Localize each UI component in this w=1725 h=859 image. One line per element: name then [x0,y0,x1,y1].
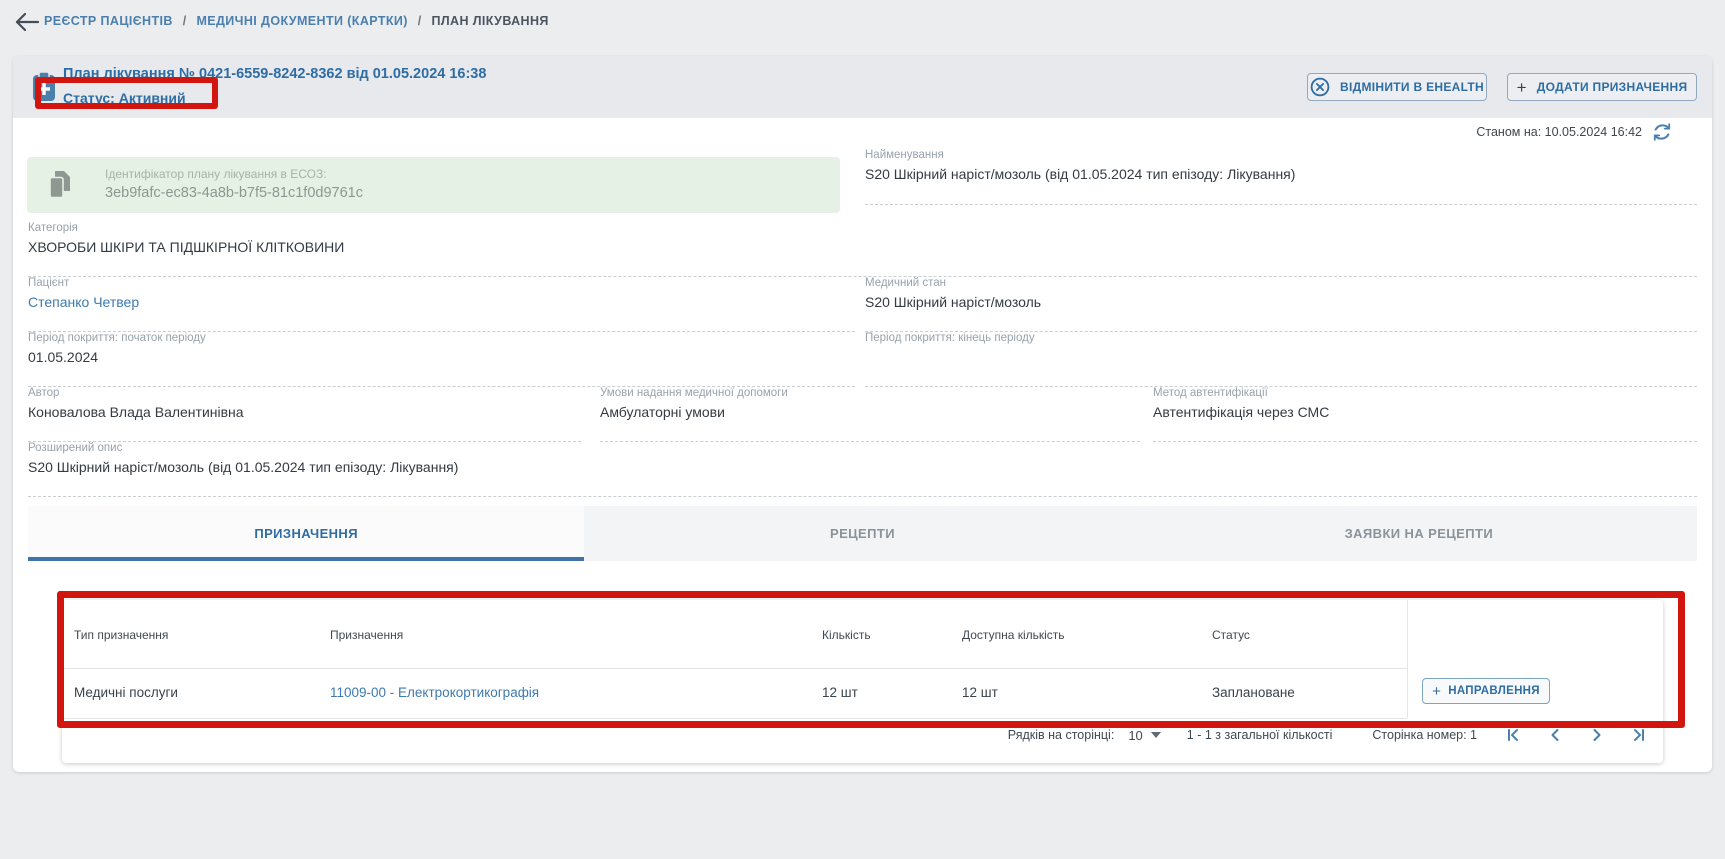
ecoz-identifier-label: Ідентифікатор плану лікування в ЕСОЗ: [105,167,327,181]
field-extended-description-label: Розширений опис [28,442,123,454]
header-divider [62,668,1407,669]
field-period-end: Період покриття: кінець періоду [865,332,1697,387]
field-category: Категорія ХВОРОБИ ШКІРИ ТА ПІДШКІРНОЇ КЛ… [28,222,1697,277]
field-name-value: S20 Шкірний наріст/мозоль (від 01.05.202… [865,166,1296,182]
field-extended-description-value: S20 Шкірний наріст/мозоль (від 01.05.202… [28,459,459,475]
field-care-conditions-value: Амбулаторні умови [600,404,725,420]
treatment-plan-card: План лікування № 0421-6559-8242-8362 від… [13,56,1712,772]
cell-available-quantity: 12 шт [962,685,998,700]
cell-assignment-link[interactable]: 11009-00 - Електрокортикографія [330,685,540,700]
refresh-button[interactable] [1652,122,1672,142]
plan-status: Статус: Активний [63,90,186,106]
field-period-start: Період покриття: початок періоду 01.05.2… [28,332,855,387]
column-header-type: Тип призначення [74,628,169,642]
cell-status: Заплановане [1212,685,1295,700]
field-name-label: Найменування [865,149,944,161]
field-period-end-label: Період покриття: кінець періоду [865,332,1035,344]
ecoz-identifier-value: 3eb9fafc-ec83-4a8b-b7f5-81c1f0d9761c [105,185,363,201]
cell-quantity: 12 шт [822,685,858,700]
caret-down-icon [1150,732,1161,738]
field-category-label: Категорія [28,222,78,234]
add-assignment-button[interactable]: + ДОДАТИ ПРИЗНАЧЕННЯ [1507,73,1697,101]
column-header-available: Доступна кількість [962,628,1065,642]
field-extended-description: Розширений опис S20 Шкірний наріст/мозол… [28,442,1697,497]
row-divider [62,718,1407,719]
field-category-value: ХВОРОБИ ШКІРИ ТА ПІДШКІРНОЇ КЛІТКОВИНИ [28,239,345,255]
next-page-button[interactable] [1589,727,1605,743]
first-page-button[interactable] [1505,727,1521,743]
as-of-label: Станом на: [1476,125,1542,139]
card-header: План лікування № 0421-6559-8242-8362 від… [13,56,1712,118]
column-header-quantity: Кількість [822,628,871,642]
field-auth-method: Метод автентифікації Автентифікація чере… [1153,387,1697,442]
field-patient-label: Пацієнт [28,277,70,289]
field-name: Найменування S20 Шкірний наріст/мозоль (… [865,149,1697,205]
breadcrumb-current-treatment-plan: ПЛАН ЛІКУВАННЯ [431,14,549,28]
clipboard-medical-icon [33,72,55,101]
circle-x-icon [1310,77,1330,97]
copy-icon[interactable] [49,171,70,198]
breadcrumb-separator: / [417,14,422,28]
field-auth-method-value: Автентифікація через СМС [1153,404,1330,420]
tab-assignments[interactable]: ПРИЗНАЧЕННЯ [28,506,585,561]
rows-per-page-value: 10 [1128,727,1143,743]
rows-per-page-label: Рядків на сторінці: [1007,728,1115,742]
breadcrumb-bar: РЕЄСТР ПАЦІЄНТІВ / МЕДИЧНІ ДОКУМЕНТИ (КА… [0,0,1725,44]
patient-link[interactable]: Степанко Четвер [28,294,140,310]
field-medical-state-label: Медичний стан [865,277,947,289]
field-period-start-value: 01.05.2024 [28,349,99,365]
breadcrumb-link-medical-documents[interactable]: МЕДИЧНІ ДОКУМЕНТИ (КАРТКИ) [196,14,408,28]
back-arrow-icon [14,11,40,33]
field-care-conditions-label: Умови надання медичної допомоги [600,387,788,399]
plus-icon: + [1432,682,1442,700]
previous-page-button[interactable] [1547,727,1563,743]
pagination-range-text: 1 - 1 з загальної кількості [1186,728,1333,742]
field-patient: Пацієнт Степанко Четвер [28,277,855,332]
plan-title: План лікування № 0421-6559-8242-8362 від… [63,66,487,82]
field-care-conditions: Умови надання медичної допомоги Амбулато… [600,387,1140,442]
referral-button[interactable]: + НАПРАВЛЕННЯ [1422,678,1550,704]
as-of-text: Станом на: 10.05.2024 16:42 [1476,125,1642,139]
referral-button-label: НАПРАВЛЕННЯ [1448,685,1540,697]
breadcrumb-separator: / [182,14,187,28]
as-of-row: Станом на: 10.05.2024 16:42 [1476,122,1672,142]
cell-assignment-type: Медичні послуги [74,685,178,700]
last-page-button[interactable] [1631,727,1647,743]
pagination-page-number: Сторінка номер: 1 [1372,728,1477,742]
ecoz-identifier-box: Ідентифікатор плану лікування в ЕСОЗ: 3e… [27,157,840,213]
field-period-start-label: Період покриття: початок періоду [28,332,206,344]
column-header-assignment: Призначення [330,628,404,642]
cancel-ehealth-button[interactable]: ВІДМІНИТИ В EHEALTH [1307,73,1487,101]
tab-recipe-requests[interactable]: ЗАЯВКИ НА РЕЦЕПТИ [1344,526,1494,541]
add-assignment-label: ДОДАТИ ПРИЗНАЧЕННЯ [1536,80,1688,94]
field-medical-state-value: S20 Шкірний наріст/мозоль [865,294,1042,310]
tab-recipes[interactable]: РЕЦЕПТИ [830,526,895,541]
field-author-label: Автор [28,387,60,399]
pagination-nav [1505,727,1647,743]
plus-icon: + [1516,77,1527,97]
field-author-value: Коновалова Влада Валентинівна [28,404,244,420]
as-of-value: 10.05.2024 16:42 [1544,125,1642,139]
title-block: План лікування № 0421-6559-8242-8362 від… [63,65,486,106]
column-header-status: Статус [1212,628,1250,642]
breadcrumb: РЕЄСТР ПАЦІЄНТІВ / МЕДИЧНІ ДОКУМЕНТИ (КА… [44,14,549,28]
breadcrumb-link-patients-registry[interactable]: РЕЄСТР ПАЦІЄНТІВ [44,14,173,28]
pagination-bar: Рядків на сторінці: 10 1 - 1 з загальної… [1008,727,1647,743]
rows-per-page-select[interactable]: 10 [1128,727,1161,743]
tab-bar: ПРИЗНАЧЕННЯ РЕЦЕПТИ ЗАЯВКИ НА РЕЦЕПТИ [28,506,1697,561]
field-medical-state: Медичний стан S20 Шкірний наріст/мозоль [865,277,1697,332]
actions-column-divider [1407,600,1408,718]
field-author: Автор Коновалова Влада Валентинівна [28,387,581,442]
back-button[interactable] [14,11,40,33]
cancel-ehealth-label: ВІДМІНИТИ В EHEALTH [1340,80,1484,94]
field-auth-method-label: Метод автентифікації [1153,387,1268,399]
refresh-icon [1652,122,1672,142]
assignments-table-card: Тип призначення Призначення Кількість До… [62,600,1663,763]
